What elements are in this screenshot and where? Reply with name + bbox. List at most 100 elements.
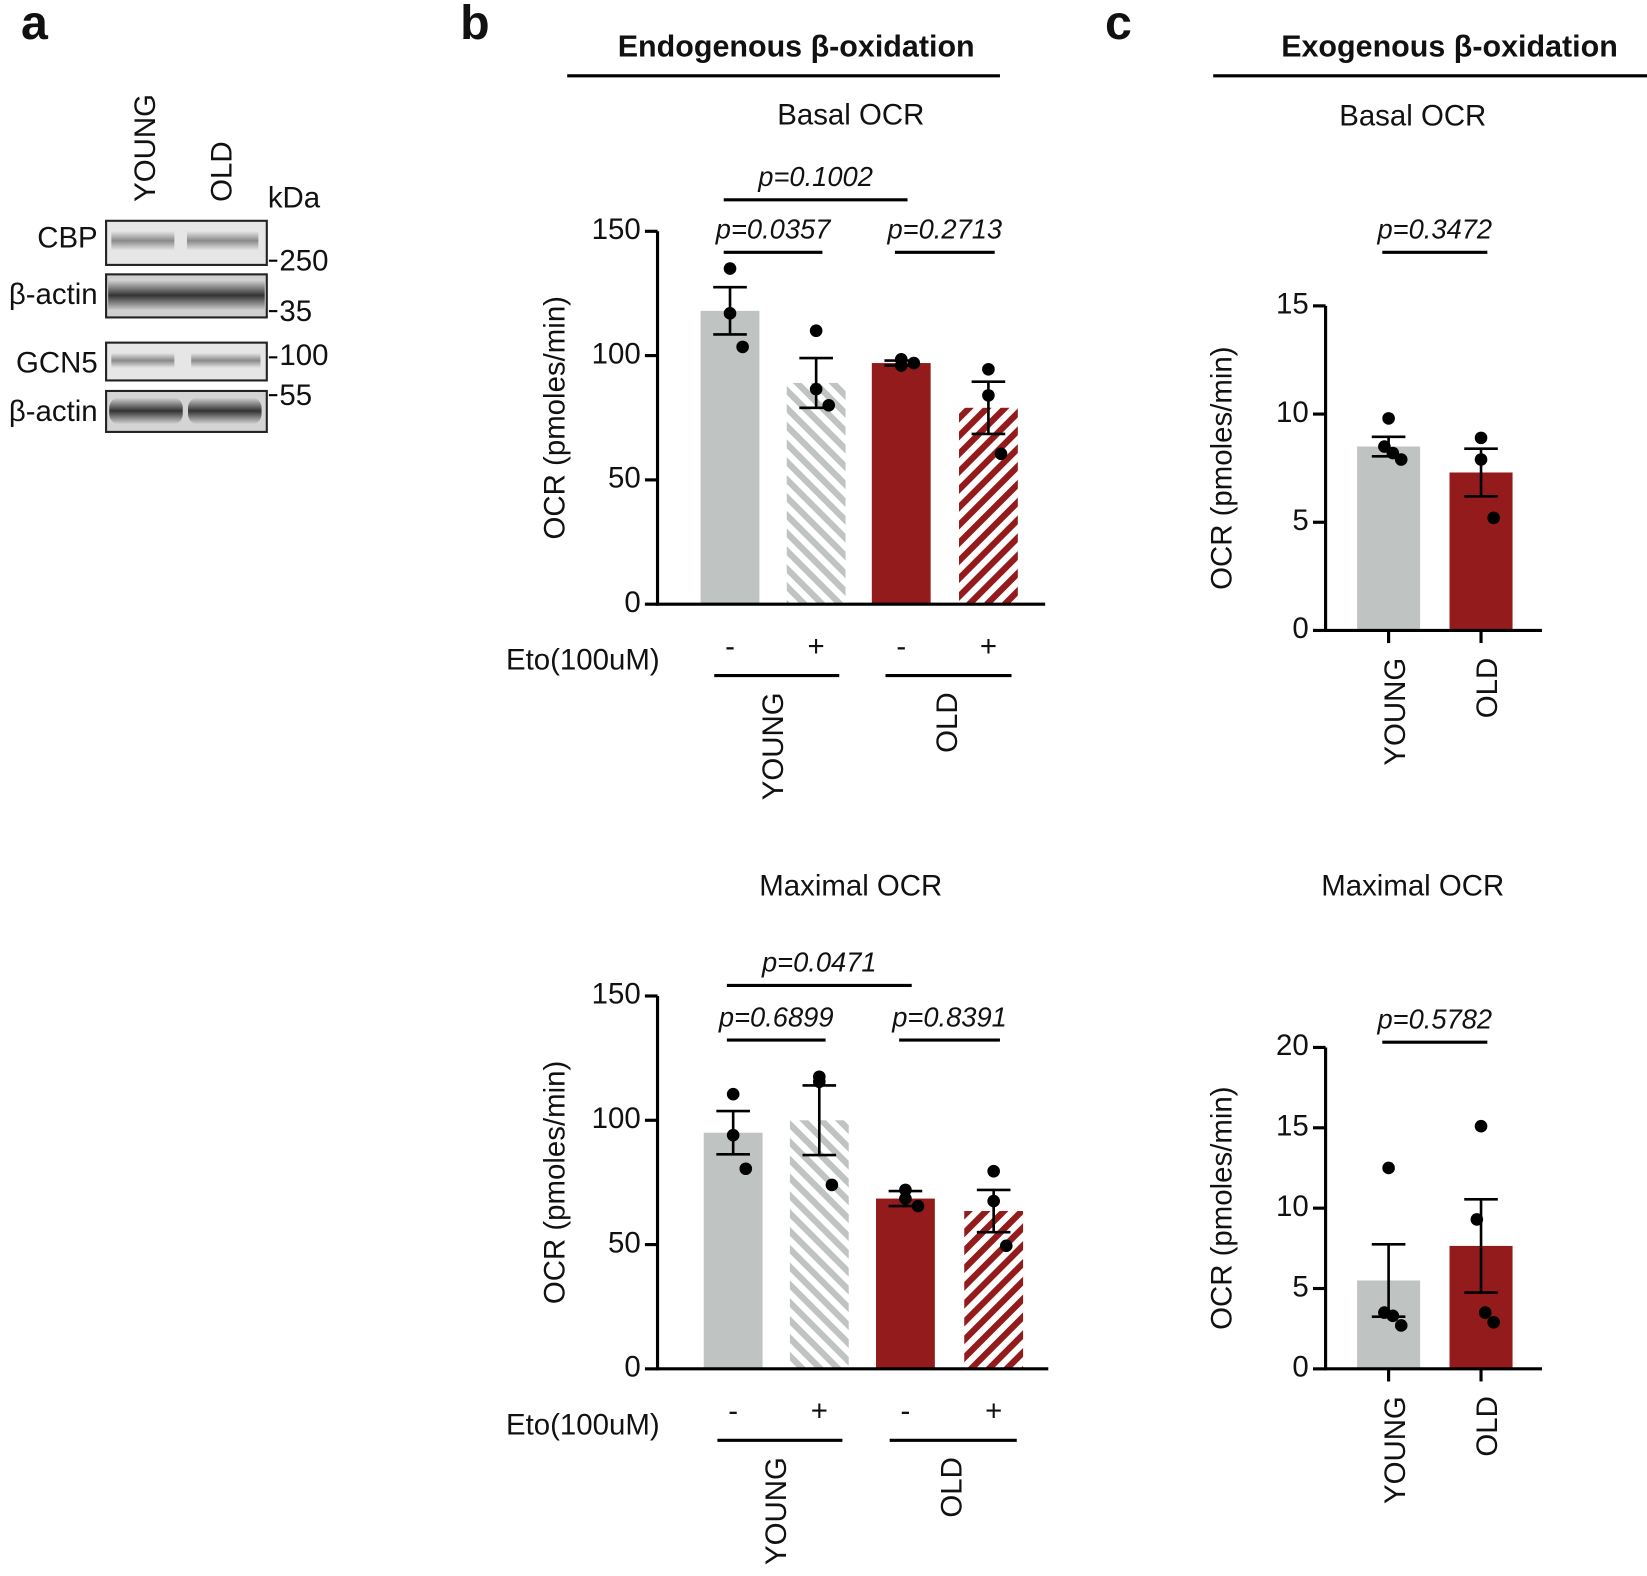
data-point: [736, 340, 749, 354]
data-point: [809, 324, 823, 338]
y-axis-label: OCR (pmoles/min): [1205, 346, 1238, 589]
data-point: [911, 1199, 925, 1213]
data-point: [1382, 412, 1395, 425]
y-tick-label: 0: [1292, 1351, 1308, 1384]
p-value: p=0.0357: [715, 214, 832, 245]
data-point: [812, 1075, 826, 1089]
y-tick-label: 50: [608, 462, 641, 495]
data-point: [1382, 1161, 1395, 1175]
data-point: [809, 382, 823, 396]
data-point: [894, 353, 908, 366]
marker-label: 100: [279, 339, 328, 372]
p-value: p=0.6899: [718, 1001, 834, 1032]
bar: [703, 1132, 763, 1369]
bar: [789, 1120, 849, 1369]
western-blot: YOUNG OLD kDa CBP β-actin GCN5 β-actin 2…: [9, 94, 328, 433]
p-value: p=0.5782: [1377, 1003, 1493, 1034]
x-axis-label: Eto(100uM): [506, 644, 660, 677]
bar: [958, 407, 1018, 605]
data-point: [994, 447, 1008, 461]
x-tick-label: -: [725, 630, 735, 663]
blot-band: [191, 353, 261, 368]
x-tick-label: YOUNG: [1379, 1396, 1412, 1504]
x-tick-label: +: [811, 1395, 828, 1428]
data-point: [822, 399, 836, 412]
y-tick-label: 50: [608, 1226, 641, 1259]
bar: [786, 382, 846, 605]
x-tick-label: -: [901, 1395, 911, 1428]
bar: [964, 1211, 1024, 1369]
blot-band: [111, 353, 175, 368]
y-tick-label: 5: [1292, 1270, 1308, 1303]
group-label: OLD: [931, 692, 964, 752]
data-point: [1474, 1119, 1488, 1133]
p-value: p=0.2713: [887, 214, 1003, 245]
chart-title: Basal OCR: [1339, 100, 1486, 133]
data-point: [1470, 1213, 1484, 1226]
data-point: [723, 307, 737, 320]
marker-label: 35: [279, 295, 312, 328]
data-point: [1487, 511, 1500, 525]
y-tick-label: 0: [1292, 612, 1308, 645]
x-tick-label: -: [728, 1395, 738, 1428]
header: Exogenous β-oxidation: [1281, 30, 1618, 64]
row-label: GCN5: [16, 346, 98, 379]
p-value: p=0.3472: [1377, 214, 1493, 245]
y-tick-label: 15: [1276, 288, 1309, 321]
y-tick-label: 150: [592, 213, 641, 246]
data-point: [999, 1239, 1013, 1253]
x-tick-label: +: [980, 630, 997, 663]
chart-title: Maximal OCR: [1321, 870, 1504, 903]
y-axis-label: OCR (pmoles/min): [538, 296, 571, 539]
y-tick-label: 20: [1276, 1029, 1309, 1062]
lane-label: YOUNG: [129, 94, 162, 202]
data-point: [726, 1087, 740, 1101]
group-label: YOUNG: [757, 692, 790, 800]
header: Endogenous β-oxidation: [618, 30, 975, 64]
row-label: CBP: [37, 221, 97, 254]
y-tick-label: 100: [592, 337, 641, 370]
lane-label: OLD: [205, 141, 238, 201]
row-label: β-actin: [9, 395, 98, 428]
data-point: [987, 1194, 1000, 1208]
x-tick-label: +: [808, 630, 825, 663]
y-tick-label: 15: [1276, 1110, 1309, 1143]
blot-band: [109, 397, 183, 425]
y-axis-label: OCR (pmoles/min): [1205, 1086, 1238, 1329]
chart-title: Maximal OCR: [759, 870, 942, 903]
panel-label: a: [21, 0, 49, 50]
data-point: [1394, 1319, 1408, 1332]
data-point: [982, 389, 995, 402]
panel-label: b: [460, 0, 490, 50]
bar: [876, 1198, 935, 1369]
y-tick-label: 0: [624, 586, 640, 619]
data-point: [825, 1178, 839, 1192]
group-label: OLD: [936, 1457, 969, 1517]
data-point: [1394, 453, 1408, 466]
chart-title: Basal OCR: [777, 99, 924, 132]
blot-band: [108, 279, 265, 312]
data-point: [739, 1162, 753, 1176]
y-tick-label: 10: [1276, 1190, 1309, 1223]
y-axis-label: OCR (pmoles/min): [538, 1061, 571, 1304]
data-point: [1474, 431, 1488, 445]
data-point: [982, 362, 995, 376]
data-point: [726, 1128, 740, 1142]
data-point: [723, 262, 737, 275]
blot-band: [188, 397, 262, 425]
group-label: YOUNG: [760, 1457, 793, 1565]
marker-label: 55: [279, 379, 312, 412]
x-tick-label: -: [896, 630, 906, 663]
data-point: [1478, 1306, 1492, 1319]
data-point: [899, 1183, 912, 1197]
x-tick-label: OLD: [1471, 1396, 1504, 1456]
y-tick-label: 10: [1276, 396, 1309, 429]
y-tick-label: 5: [1292, 504, 1308, 537]
y-tick-label: 0: [624, 1351, 640, 1384]
data-point: [1386, 1309, 1400, 1323]
p-value: p=0.0471: [761, 947, 877, 978]
x-tick-label: OLD: [1471, 658, 1504, 718]
p-value: p=0.1002: [757, 161, 873, 192]
marker-label: 250: [279, 245, 328, 278]
